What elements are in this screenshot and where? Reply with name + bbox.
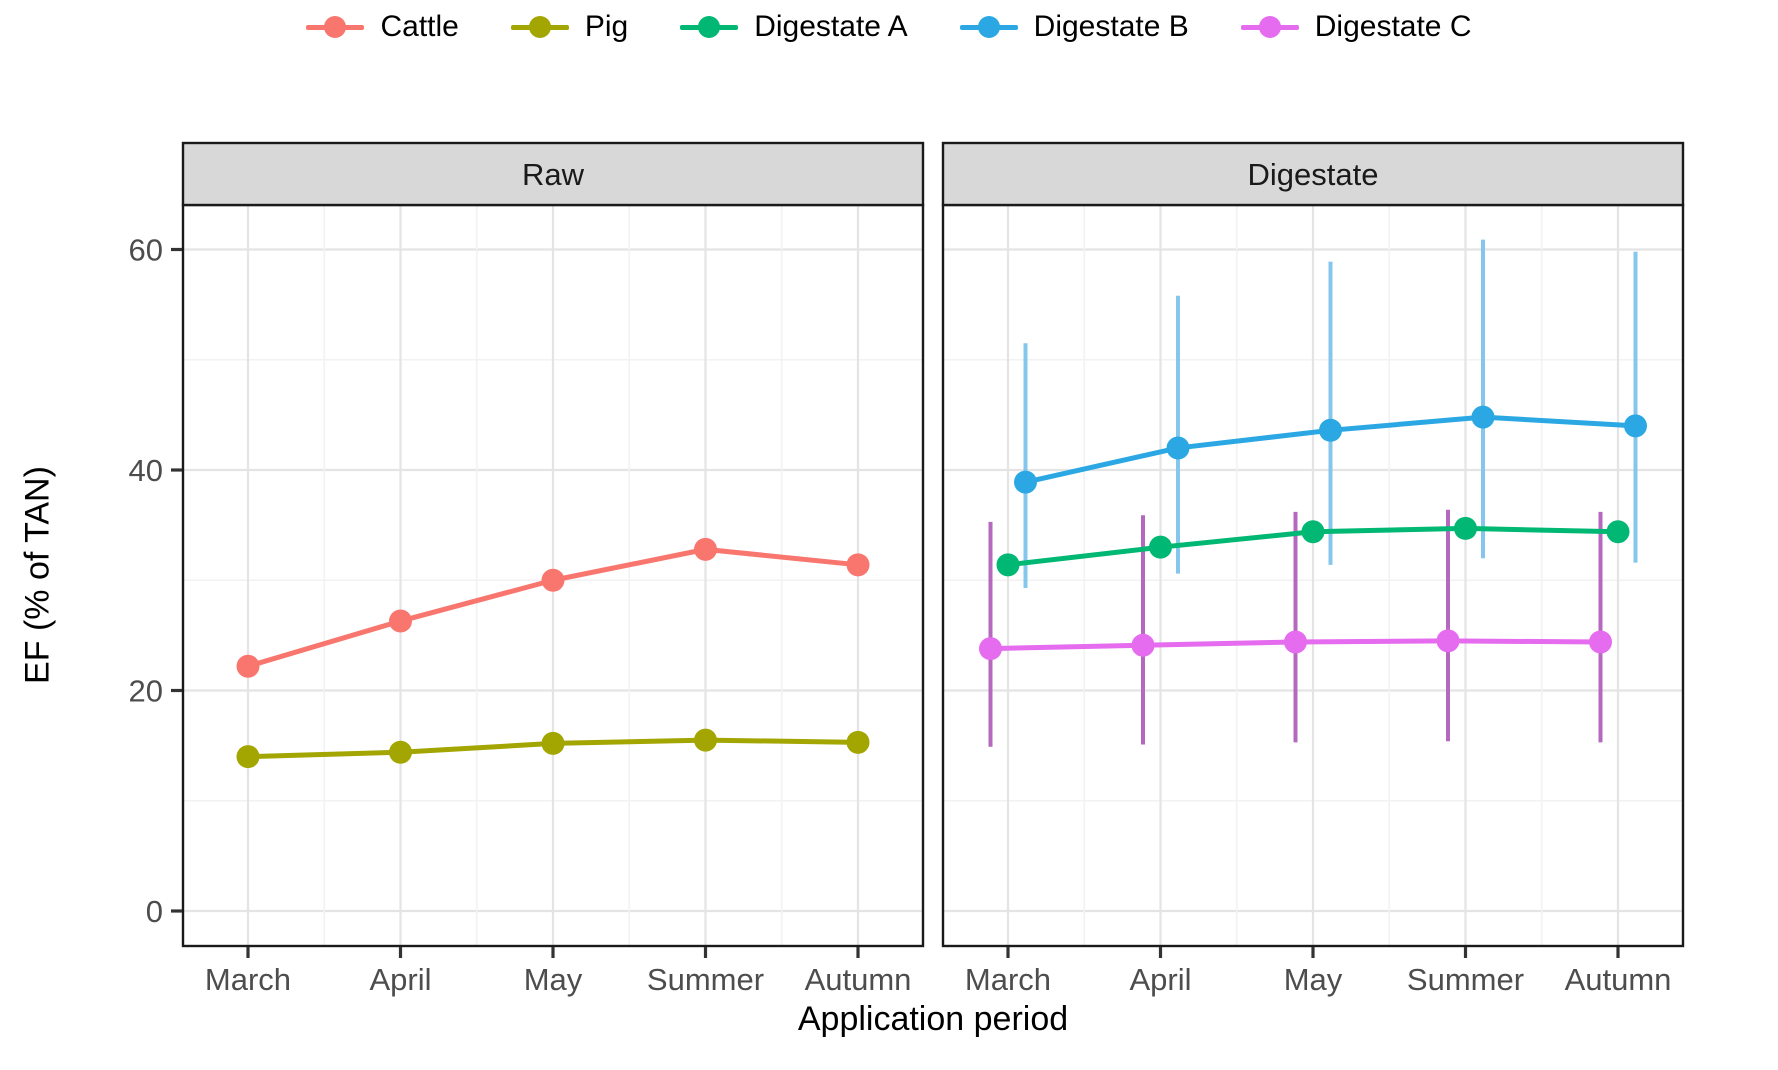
x-tick-label: Summer [647,962,764,997]
legend-item-pig: Pig [510,10,629,43]
y-tick-label: 40 [129,453,163,488]
x-axis-title: Application period [797,1000,1069,1038]
facet-strip [181,141,925,207]
x-tick-label: April [1129,962,1191,997]
data-point-cattle-summer [694,537,717,561]
data-point-cattle-april [389,609,412,633]
data-point-digestate-b-summer [1471,405,1495,429]
x-tick-label: April [369,962,431,997]
data-point-digestate-a-summer [1454,516,1477,540]
legend-label: Digestate B [1033,10,1189,43]
legend-item-digestate-b: Digestate B [959,10,1189,43]
x-tick-label: Summer [1407,962,1524,997]
legend-pointline-icon [306,14,365,40]
data-point-cattle-autumn [846,553,870,577]
x-tick-label: March [965,962,1051,997]
data-point-digestate-b-march [1014,470,1037,494]
x-tick-label: Autumn [1565,962,1672,997]
legend-item-cattle: Cattle [306,10,459,43]
facet-strip [941,141,1685,207]
y-tick-label: 0 [146,894,163,929]
legend-item-digestate-a: Digestate A [680,10,908,43]
x-tick-label: May [1284,962,1343,997]
legend-pointline-icon [680,14,739,40]
data-point-digestate-b-april [1166,436,1190,460]
data-point-digestate-a-march [996,553,1020,577]
data-point-digestate-c-summer [1436,629,1460,653]
legend-pointline-icon [510,14,569,40]
y-axis-title: EF (% of TAN) [18,466,57,684]
data-point-digestate-a-april [1149,535,1172,559]
data-point-pig-summer [694,728,717,752]
x-tick-label: March [205,962,291,997]
legend-label: Pig [584,10,629,43]
data-point-cattle-may [541,568,565,592]
data-point-digestate-c-march [979,637,1002,661]
legend-label: Digestate A [754,10,908,43]
data-point-cattle-march [236,654,260,678]
facet-strip-label: Digestate [1248,157,1379,192]
legend-pointline-icon [1240,14,1299,40]
data-point-digestate-a-autumn [1606,520,1630,544]
facet-raw: Raw March April May Summer Autumn [181,141,925,997]
y-axis: 0 20 40 60 [129,233,182,929]
facet-digestate: Digestate March April May Summer Autumn [941,141,1685,997]
data-point-digestate-c-autumn [1589,630,1612,654]
data-point-pig-may [541,731,565,755]
data-point-digestate-c-april [1131,633,1155,657]
data-point-pig-april [389,740,412,764]
data-point-pig-autumn [846,730,870,754]
y-tick-label: 60 [129,233,163,268]
legend-item-digestate-c: Digestate C [1240,10,1472,43]
legend-pointline-icon [959,14,1018,40]
data-point-digestate-b-autumn [1624,414,1647,438]
x-tick-label: Autumn [805,962,912,997]
legend-label: Digestate C [1314,10,1472,43]
data-point-pig-march [236,745,260,769]
y-tick-label: 20 [129,674,163,709]
x-tick-label: May [524,962,583,997]
data-point-digestate-b-may [1319,418,1342,442]
data-point-digestate-c-may [1284,630,1307,654]
legend-label: Cattle [380,10,459,43]
legend: Cattle Pig Digestate A Digestate B Digestate… [0,12,1778,42]
data-point-digestate-a-may [1301,520,1325,544]
facet-strip-label: Raw [522,157,585,192]
